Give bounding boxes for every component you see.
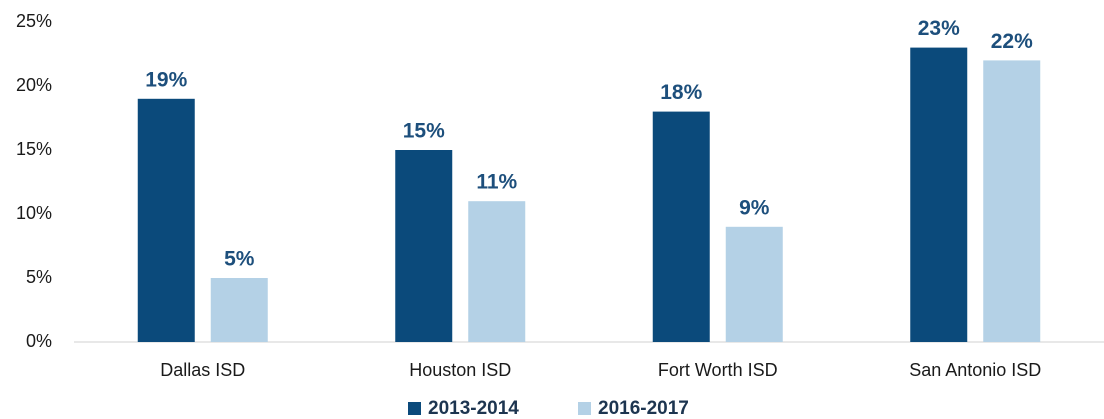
bar [395, 150, 453, 342]
data-label: 22% [991, 30, 1033, 53]
data-label: 15% [403, 120, 445, 143]
legend-swatch [578, 402, 591, 415]
data-label: 23% [918, 17, 960, 40]
legend-label: 2013-2014 [428, 398, 519, 419]
bar [137, 98, 195, 342]
data-label: 18% [660, 81, 702, 104]
data-label: 11% [476, 171, 517, 194]
x-tick-label: Fort Worth ISD [658, 360, 778, 380]
data-label: 5% [224, 248, 255, 271]
x-tick-label: San Antonio ISD [909, 360, 1041, 380]
legend-label: 2016-2017 [598, 398, 689, 419]
y-tick-label: 0% [26, 331, 52, 351]
bar [652, 111, 710, 342]
y-tick-label: 25% [16, 11, 52, 31]
y-tick-label: 10% [16, 203, 52, 223]
y-tick-label: 5% [26, 267, 52, 287]
data-label: 9% [739, 196, 770, 219]
data-label: 19% [145, 68, 187, 91]
legend-swatch [408, 402, 421, 415]
x-tick-label: Houston ISD [409, 360, 511, 380]
bar [725, 226, 783, 342]
bar [910, 47, 968, 342]
y-tick-label: 20% [16, 75, 52, 95]
x-tick-label: Dallas ISD [160, 360, 245, 380]
bar [468, 201, 526, 342]
bar [210, 278, 268, 342]
bar [983, 60, 1041, 343]
y-tick-label: 15% [16, 139, 52, 159]
